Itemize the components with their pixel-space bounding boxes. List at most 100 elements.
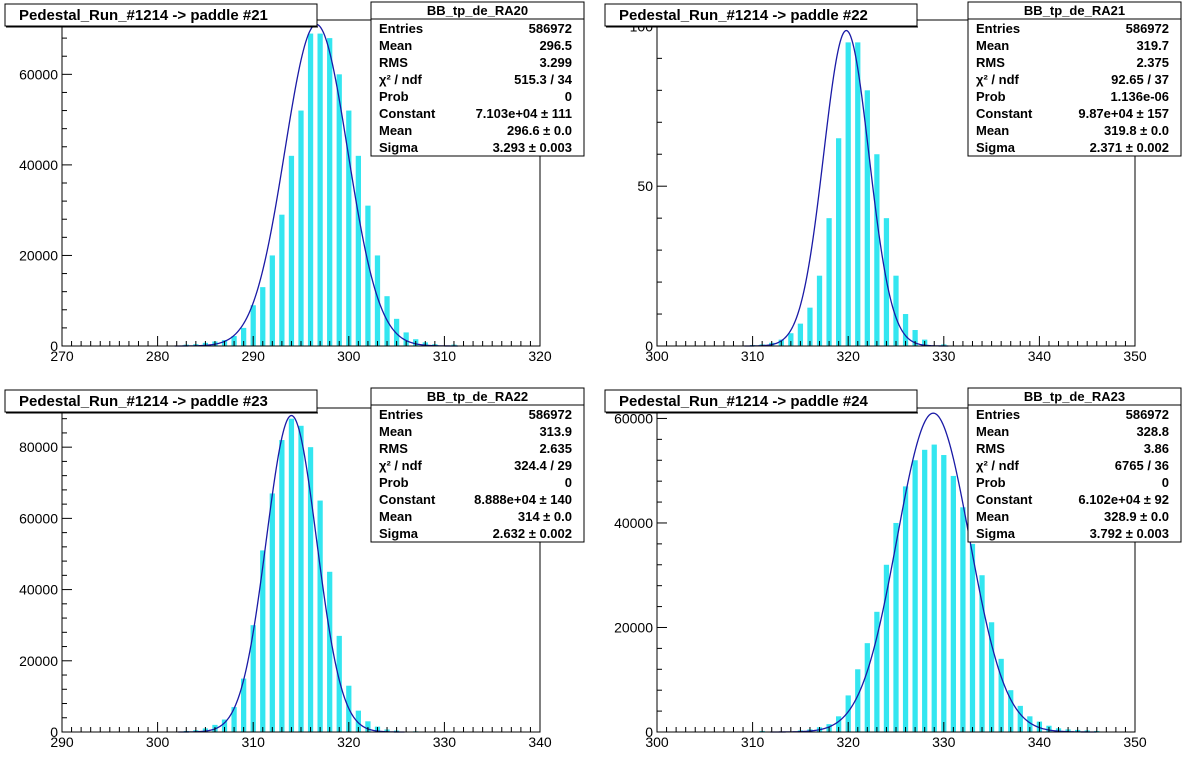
y-tick-label: 60000 [614, 410, 653, 426]
histogram-bar [317, 33, 323, 346]
x-tick-label: 310 [242, 734, 266, 750]
stats-label: Prob [976, 89, 1006, 104]
stats-value: 2.375 [1136, 55, 1169, 70]
stats-name: BB_tp_de_RA21 [1024, 3, 1125, 18]
histogram-bar [1027, 716, 1033, 732]
histogram-bar [1017, 705, 1023, 732]
stats-box-frame [967, 387, 1182, 543]
chart-title: Pedestal_Run_#1214 -> paddle #23 [19, 393, 268, 410]
stats-label: Entries [379, 21, 423, 36]
stats-value: 319.8 ± 0.0 [1104, 123, 1169, 138]
histogram-bar [374, 255, 381, 346]
chart-title: Pedestal_Run_#1214 -> paddle #24 [619, 393, 869, 410]
stats-label: Mean [379, 38, 412, 53]
x-tick-label: 330 [932, 348, 956, 364]
stats-label: Constant [976, 106, 1033, 121]
histogram-bar [845, 695, 851, 732]
stats-value: 92.65 / 37 [1111, 72, 1169, 87]
stats-box-frame [370, 1, 585, 157]
y-tick-label: 0 [50, 338, 58, 354]
stats-label: RMS [976, 441, 1005, 456]
stats-label: Sigma [976, 526, 1016, 541]
stats-label: Entries [976, 21, 1020, 36]
histogram-bar [403, 332, 409, 346]
histogram-bar [998, 658, 1004, 732]
stats-label: Mean [379, 509, 412, 524]
stats-box-frame [370, 387, 585, 543]
histogram-bar [336, 74, 342, 346]
histogram-bar [874, 154, 880, 346]
chart-pad-1: 270 280 290 300 310 320 0 20000 40000 60000 Pedest… [4, 1, 585, 364]
stats-value: 0 [565, 89, 572, 104]
x-tick-label: 310 [741, 348, 765, 364]
histogram-bar [845, 42, 851, 347]
histogram-bar [807, 307, 813, 346]
y-tick-label: 40000 [614, 515, 653, 531]
histogram-bar [912, 330, 918, 346]
stats-label: Constant [379, 106, 436, 121]
histogram-bar [231, 707, 237, 732]
histogram-bar [393, 318, 400, 346]
histogram-bar [250, 305, 256, 346]
x-tick-label: 300 [337, 348, 361, 364]
x-tick-label: 300 [645, 348, 669, 364]
chart-pad-3: 290 300 310 320 330 340 0 20000 40000 60000 80000 P… [4, 387, 585, 750]
stats-label: Mean [976, 123, 1009, 138]
stats-label: χ² / ndf [379, 458, 423, 473]
stats-value: 328.9 ± 0.0 [1104, 509, 1169, 524]
stats-value: 1.136e-06 [1110, 89, 1169, 104]
stats-value: 0 [565, 475, 572, 490]
stats-value: 6765 / 36 [1115, 458, 1169, 473]
histogram-bar [355, 710, 361, 732]
title-box [4, 3, 318, 27]
histogram-bar [836, 716, 842, 732]
histogram-bar [912, 460, 918, 732]
stats-label: χ² / ndf [976, 72, 1020, 87]
y-tick-label: 20000 [19, 653, 58, 669]
histogram-bar [1008, 690, 1014, 732]
histogram-bar [317, 500, 323, 732]
x-tick-label: 310 [433, 348, 457, 364]
histogram-bar [221, 719, 228, 732]
histogram-bar [327, 571, 333, 732]
histogram-bar [950, 475, 956, 732]
histogram-bar [260, 550, 266, 732]
x-tick-label: 340 [1028, 734, 1052, 750]
stats-box: BB_tp_de_RA20 Entries 586972 Mean 296.5 RMS 3.… [370, 1, 585, 157]
y-tick-label: 40000 [19, 157, 58, 173]
histogram-bar [279, 214, 285, 346]
histogram-bar [816, 275, 823, 346]
x-tick-label: 320 [337, 734, 361, 750]
title-box [4, 389, 318, 413]
stats-box: BB_tp_de_RA23 Entries 586972 Mean 328.8 RMS 3.… [967, 387, 1182, 543]
histogram-bar [874, 611, 880, 732]
y-tick-label: 80000 [19, 439, 58, 455]
x-tick-label: 270 [50, 348, 74, 364]
x-tick-label: 320 [837, 348, 861, 364]
stats-label: Entries [976, 407, 1020, 422]
histogram-bar [893, 522, 899, 732]
histogram-bar [279, 440, 285, 732]
stats-label: Sigma [379, 140, 419, 155]
x-tick-label: 350 [1123, 348, 1147, 364]
histogram-bar [336, 635, 342, 732]
stats-label: Prob [976, 475, 1006, 490]
chart-title: Pedestal_Run_#1214 -> paddle #21 [19, 7, 268, 24]
histogram-bar [864, 643, 870, 732]
histogram-bar [826, 218, 832, 346]
histogram-bar [298, 425, 304, 732]
stats-value: 319.7 [1136, 38, 1169, 53]
y-tick-label: 20000 [614, 619, 653, 635]
stats-name: BB_tp_de_RA20 [427, 3, 528, 18]
x-tick-label: 290 [242, 348, 266, 364]
histogram-bar [922, 449, 928, 732]
stats-label: Mean [379, 424, 412, 439]
stats-value: 2.371 ± 0.002 [1090, 140, 1169, 155]
histogram-bar [969, 543, 976, 732]
histogram-bar [307, 33, 314, 346]
stats-value: 0 [1162, 475, 1169, 490]
histogram-bar [355, 155, 361, 346]
histogram-bar [788, 333, 794, 346]
stats-label: Constant [976, 492, 1033, 507]
